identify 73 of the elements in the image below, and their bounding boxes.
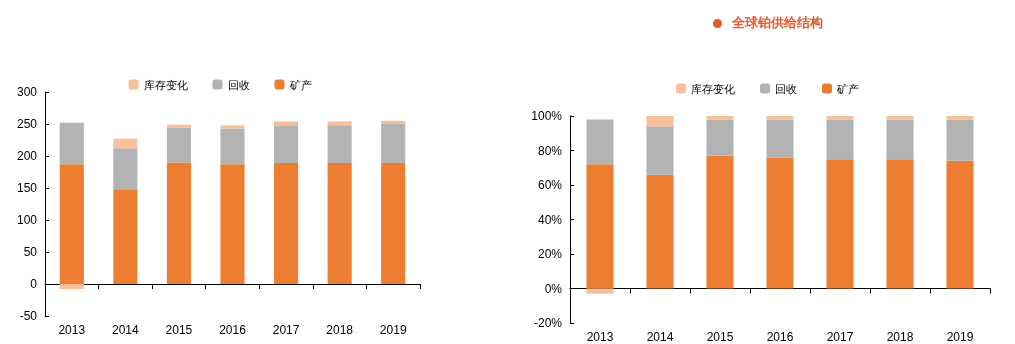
bar bbox=[586, 288, 614, 294]
bar bbox=[586, 164, 614, 289]
bar bbox=[220, 164, 245, 284]
bar bbox=[59, 284, 84, 290]
y-tick-label: 100% bbox=[531, 109, 563, 123]
y-tick-label: 150 bbox=[16, 181, 38, 195]
bar bbox=[166, 162, 191, 284]
bar bbox=[706, 155, 734, 289]
x-tick-label: 2014 bbox=[646, 330, 674, 344]
bar bbox=[826, 159, 854, 289]
chart-title: 全球铂供给结构 bbox=[730, 14, 824, 32]
bar bbox=[946, 119, 974, 161]
y-tick-label: -50 bbox=[19, 309, 38, 323]
bar bbox=[886, 119, 914, 160]
x-tick-label: 2013 bbox=[58, 323, 86, 337]
x-tick-label: 2015 bbox=[165, 323, 193, 337]
bar bbox=[113, 138, 138, 149]
y-tick-label: 20% bbox=[537, 247, 563, 261]
bar bbox=[59, 122, 84, 165]
x-tick-label: 2013 bbox=[586, 330, 614, 344]
bar bbox=[327, 121, 352, 126]
bar bbox=[586, 119, 614, 165]
legend-label: 库存变化 bbox=[143, 78, 188, 91]
bar bbox=[381, 163, 406, 284]
bar bbox=[646, 116, 674, 127]
bar bbox=[946, 160, 974, 289]
y-tick-label: 80% bbox=[537, 143, 563, 158]
bar bbox=[274, 163, 299, 284]
bar bbox=[646, 174, 674, 289]
x-tick-label: 2017 bbox=[272, 323, 300, 337]
legend-label: 矿产 bbox=[836, 82, 859, 95]
y-tick-label: 0 bbox=[30, 277, 38, 291]
bar bbox=[826, 119, 854, 160]
legend-label: 回收 bbox=[775, 82, 797, 95]
bar bbox=[706, 119, 734, 156]
y-tick-label: 40% bbox=[537, 212, 563, 227]
x-tick-label: 2016 bbox=[766, 330, 794, 344]
bar bbox=[381, 124, 406, 164]
x-tick-label: 2019 bbox=[946, 330, 974, 344]
bar bbox=[166, 127, 191, 163]
x-tick-label: 2019 bbox=[379, 323, 407, 337]
x-tick-label: 2014 bbox=[112, 323, 140, 337]
y-tick-label: 200 bbox=[16, 149, 38, 163]
y-tick-label: 100 bbox=[16, 213, 38, 227]
bar bbox=[766, 119, 794, 158]
y-tick-label: 300 bbox=[16, 85, 38, 99]
y-tick-label: -20% bbox=[533, 316, 563, 330]
legend-label: 回收 bbox=[227, 78, 250, 91]
x-tick-label: 2018 bbox=[886, 330, 914, 344]
bar bbox=[274, 121, 299, 126]
bar bbox=[113, 148, 138, 190]
bar bbox=[59, 164, 84, 284]
y-tick-label: 60% bbox=[537, 178, 563, 192]
x-tick-label: 2017 bbox=[826, 330, 854, 344]
bar bbox=[646, 126, 674, 175]
legend-label: 矿产 bbox=[288, 78, 312, 91]
bar bbox=[113, 189, 138, 284]
bar bbox=[381, 120, 406, 124]
y-tick-label: 0% bbox=[544, 281, 563, 296]
legend-label: 库存变化 bbox=[691, 82, 735, 95]
x-tick-label: 2018 bbox=[326, 323, 354, 337]
bar bbox=[327, 163, 352, 284]
y-tick-label: 250 bbox=[16, 117, 38, 131]
bar bbox=[220, 125, 245, 129]
bar bbox=[766, 157, 794, 289]
x-tick-label: 2016 bbox=[219, 323, 247, 337]
bar bbox=[166, 124, 191, 128]
bar bbox=[220, 128, 245, 165]
y-tick-label: 50 bbox=[23, 245, 38, 259]
bar bbox=[274, 125, 299, 164]
bar bbox=[327, 125, 352, 164]
bar bbox=[886, 159, 914, 289]
x-tick-label: 2015 bbox=[706, 330, 734, 344]
